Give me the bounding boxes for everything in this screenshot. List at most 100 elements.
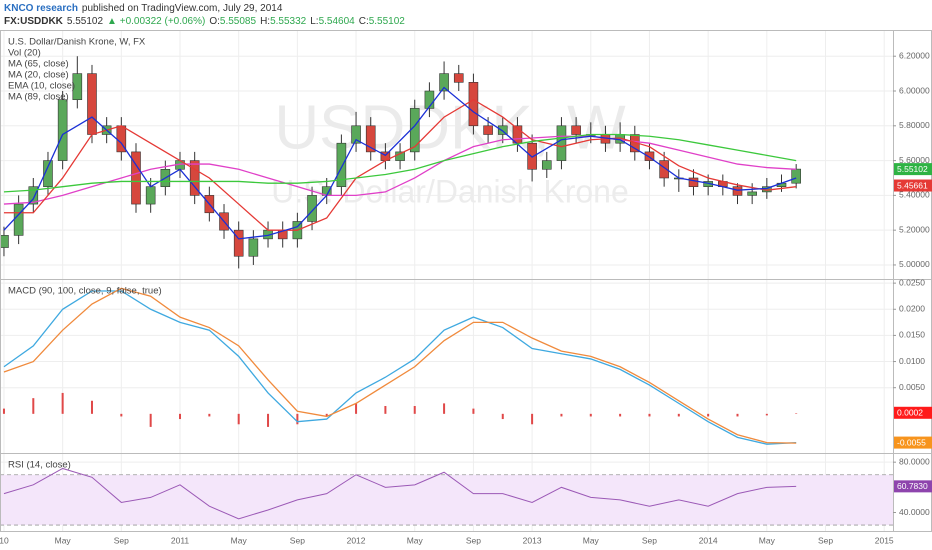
y-tick-label: 5.60000 [899, 155, 930, 165]
candle-body [233, 229, 244, 257]
author[interactable]: KNCO research [4, 3, 78, 14]
y-tick-label: 5.00000 [899, 259, 930, 269]
y-tick-label: 6.20000 [899, 50, 930, 60]
candle-body [189, 160, 200, 196]
ma-line [3, 86, 797, 240]
macd-histogram-bar [765, 413, 768, 416]
x-tick-label: May [583, 535, 600, 545]
legend-volume: Vol (20) [8, 48, 41, 59]
price-tag-label: 0.0002 [897, 408, 923, 418]
ohlc-label: C: [359, 16, 369, 27]
x-tick-label: May [55, 535, 72, 545]
x-tick-label: 2011 [171, 535, 190, 545]
candle-body [424, 90, 435, 109]
y-tick-label: 0.0200 [899, 304, 925, 314]
price-tag [894, 179, 932, 192]
ohlc-label: O: [209, 16, 220, 27]
y-tick-label: 40.0000 [899, 507, 930, 517]
candle-body [732, 186, 743, 196]
candle-body [131, 151, 141, 205]
macd-histogram-bar [413, 405, 416, 414]
ohlc-value: 5.55085 [220, 16, 257, 27]
candle-body [791, 168, 801, 184]
y-tick-label: 0.0250 [899, 277, 925, 287]
candle-body [556, 125, 567, 161]
y-tick-label: 6.00000 [899, 85, 930, 95]
price-tag [894, 406, 932, 419]
candle-body [13, 203, 24, 236]
candle-body [351, 125, 361, 144]
macd-histogram-bar [90, 400, 93, 414]
price-tag-label: -0.0055 [897, 437, 926, 447]
price-tag-label: 60.7830 [897, 481, 928, 491]
x-tick-label: Sep [642, 535, 657, 545]
tags-layer: 5.55102 5.45661 0.0002 -0.0055 60.7830 [894, 163, 932, 493]
macd-line [3, 290, 797, 445]
x-tick-label: 2012 [347, 535, 366, 545]
x-tick-label: May [231, 535, 248, 545]
macd-histogram-bar [531, 413, 534, 425]
ohlc-label: L: [310, 16, 318, 27]
change: ▲ +0.00322 (+0.06%) [107, 16, 205, 27]
x-tick-label: 10 [0, 535, 9, 545]
macd-line [3, 287, 797, 444]
y-tick-label: 0.0150 [899, 330, 925, 340]
candle-body [28, 186, 39, 205]
macd-histogram-bar [325, 413, 328, 417]
macd-histogram-bar [501, 413, 504, 420]
x-tick-label: 2014 [699, 535, 718, 545]
y-tick-label: 80.0000 [899, 456, 930, 466]
ohlc-label: H: [260, 16, 270, 27]
ohlc-value: 5.55332 [270, 16, 307, 27]
candle-body [336, 142, 347, 187]
published: published on TradingView.com, July 29, 2… [82, 3, 283, 14]
candle-body [409, 108, 420, 153]
price-tag [894, 480, 932, 493]
candle-body [365, 125, 376, 153]
candle-body [468, 82, 479, 127]
macd-histogram-bar [61, 392, 64, 414]
price-tag [894, 163, 932, 176]
candle-body [248, 238, 259, 257]
x-tick-label: 2013 [523, 535, 542, 545]
candle-body [307, 195, 317, 222]
candle-body [747, 191, 757, 196]
ohlc-value: 5.54604 [319, 16, 356, 27]
macd-histogram-bar [237, 413, 240, 425]
candle-body [72, 73, 83, 101]
macd-histogram-bar [355, 403, 358, 414]
legend-entry: EMA (10, close) [8, 81, 75, 92]
chart-title: U.S. Dollar/Danish Krone, W, FX [8, 37, 146, 48]
macd-histogram-bar [648, 413, 651, 417]
macd-histogram-bar [736, 413, 739, 417]
x-tick-label: May [759, 535, 776, 545]
candle-body [145, 186, 156, 205]
macd-histogram-bar [149, 413, 152, 427]
macd-histogram-bar [560, 413, 563, 417]
macd-histogram-bar [589, 413, 592, 417]
macd-histogram-bar [619, 413, 622, 417]
macd-histogram-bar [795, 413, 798, 414]
legend-entry: MA (89, close) [8, 92, 69, 103]
legend-entry: MA (65, close) [8, 59, 69, 70]
price-tag-label: 5.55102 [897, 164, 928, 174]
candle-body [57, 99, 68, 161]
candle-body [527, 142, 537, 170]
candle-body [439, 73, 449, 92]
y-tick-label: 5.40000 [899, 190, 930, 200]
rsi-title: RSI (14, close) [8, 460, 71, 471]
macd-histogram-bar [32, 398, 35, 414]
macd-histogram-bar [179, 413, 182, 420]
ohlc-value: 5.55102 [369, 16, 406, 27]
x-tick-label: Sep [466, 535, 481, 545]
grid-layer [0, 31, 893, 531]
candle-body [497, 125, 508, 135]
ma-line [3, 135, 797, 205]
macd-histogram-bar [384, 405, 387, 414]
y-tick-label: 5.20000 [899, 224, 930, 234]
y-tick-label: 0.0100 [899, 356, 925, 366]
candle-body [0, 235, 9, 248]
macd-histogram-bar [2, 408, 5, 414]
candle-body [87, 73, 97, 135]
